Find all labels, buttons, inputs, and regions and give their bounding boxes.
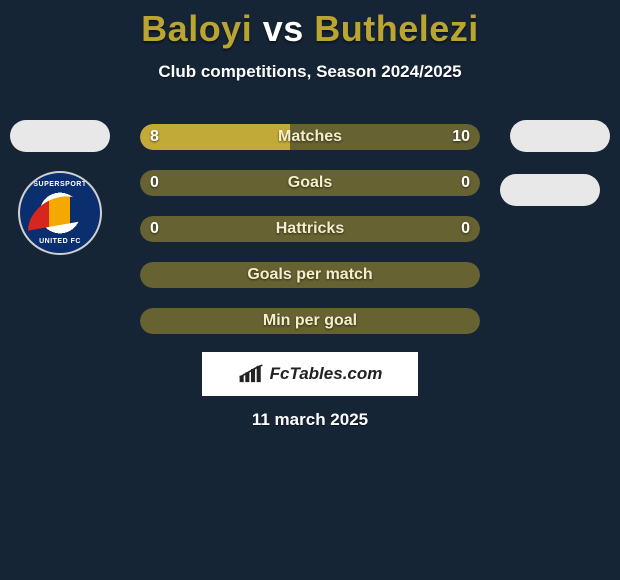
stat-bars-container: Matches810Goals00Hattricks00Goals per ma… [140,124,480,354]
player2-club-badge-placeholder [500,174,600,206]
comparison-title: Baloyi vs Buthelezi [0,0,620,50]
bar-label: Matches [140,124,480,150]
player2-avatar-placeholder [510,120,610,152]
stat-bar-row: Goals per match [140,262,480,288]
stat-bar-row: Min per goal [140,308,480,334]
player1-name: Baloyi [141,8,252,49]
bar-label: Goals [140,170,480,196]
bar-value-right: 10 [452,124,470,150]
bar-value-left: 8 [150,124,159,150]
bar-value-right: 0 [461,170,470,196]
player2-name: Buthelezi [314,8,479,49]
fctables-watermark: FcTables.com [202,352,418,396]
vs-text: vs [263,8,304,49]
bar-value-right: 0 [461,216,470,242]
stat-bar-row: Hattricks0 0 [140,216,480,242]
stat-bar-row: Goals0 0 [140,170,480,196]
player1-club-badge: SUPERSPORT UNITED FC [18,171,102,255]
bar-label: Min per goal [140,308,480,334]
stat-bar-row: Matches8 10 [140,124,480,150]
bar-label: Goals per match [140,262,480,288]
date-text: 11 march 2025 [0,410,620,430]
bar-value-left: 0 [150,216,159,242]
subtitle: Club competitions, Season 2024/2025 [0,62,620,82]
bar-value-left: 0 [150,170,159,196]
bar-chart-icon [238,364,264,384]
bar-label: Hattricks [140,216,480,242]
player1-avatar-placeholder [10,120,110,152]
watermark-text: FcTables.com [270,364,383,384]
